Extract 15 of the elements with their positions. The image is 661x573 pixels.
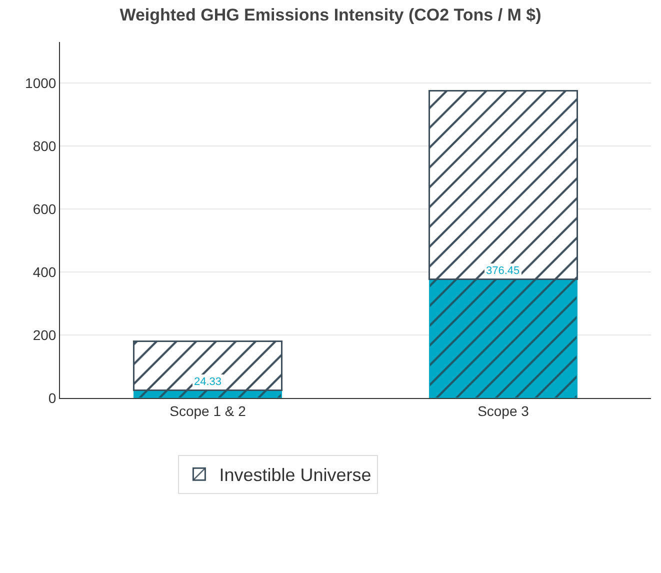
y-tick-label: 600 [32, 200, 56, 217]
bar [428, 278, 578, 398]
y-tick-label: 0 [48, 390, 56, 406]
y-tick-label: 200 [32, 326, 56, 343]
data-label: 24.33 [194, 376, 222, 388]
y-tick-label: 400 [32, 264, 56, 280]
y-tick-label: 800 [32, 138, 56, 154]
data-label: 376.45 [486, 265, 520, 277]
chart-title: Weighted GHG Emissions Intensity (CO2 Tons / M $) [120, 5, 542, 24]
bar [133, 340, 282, 392]
bar [428, 90, 578, 280]
x-tick-label: Scope 3 [478, 402, 530, 419]
x-tick-label: Scope 1 & 2 [170, 402, 246, 419]
y-tick-label: 1000 [25, 74, 56, 91]
text: Investible Universe [219, 465, 372, 486]
